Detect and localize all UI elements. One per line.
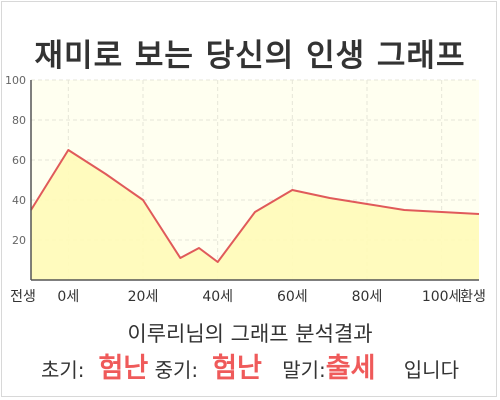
early-stage-label: 초기: [41, 358, 85, 382]
area-fill [31, 150, 479, 280]
middle-stage-label: 중기: [154, 358, 199, 382]
x-tick-label: 60세 [277, 289, 308, 305]
analysis-result: 초기: 험난 중기: 험난 말기:출세 입니다 [0, 346, 500, 385]
y-tick-label: 40 [12, 194, 26, 207]
axes [30, 80, 479, 281]
x-tick-label: 100세 [422, 289, 462, 305]
x-tick-label: 80세 [352, 289, 383, 305]
grid-lines [31, 79, 479, 280]
late-stage-value: 출세 [325, 353, 376, 384]
x-tick-label: 전생 [10, 289, 36, 305]
y-tick-label: 100 [5, 74, 26, 87]
x-tick-label: 환생 [460, 289, 486, 305]
chart-title: 재미로 보는 당신의 인생 그래프 [34, 38, 466, 74]
y-tick-label: 80 [12, 114, 26, 127]
y-tick-label: 60 [12, 154, 26, 167]
x-tick-label: 20세 [128, 289, 159, 305]
x-tick-label: 40세 [202, 289, 233, 305]
early-stage-value: 험난 [98, 353, 149, 384]
series-line [30, 149, 480, 263]
y-tick-labels: 20 40 60 80 100 [5, 74, 26, 247]
result-suffix: 입니다 [403, 358, 459, 382]
y-tick-label: 20 [12, 234, 26, 247]
x-tick-label: 0세 [57, 289, 79, 305]
analysis-summary: 이루리님의 그래프 분석결과 [127, 322, 373, 346]
late-stage-label: 말기: [282, 358, 326, 382]
middle-stage-value: 험난 [212, 353, 262, 384]
